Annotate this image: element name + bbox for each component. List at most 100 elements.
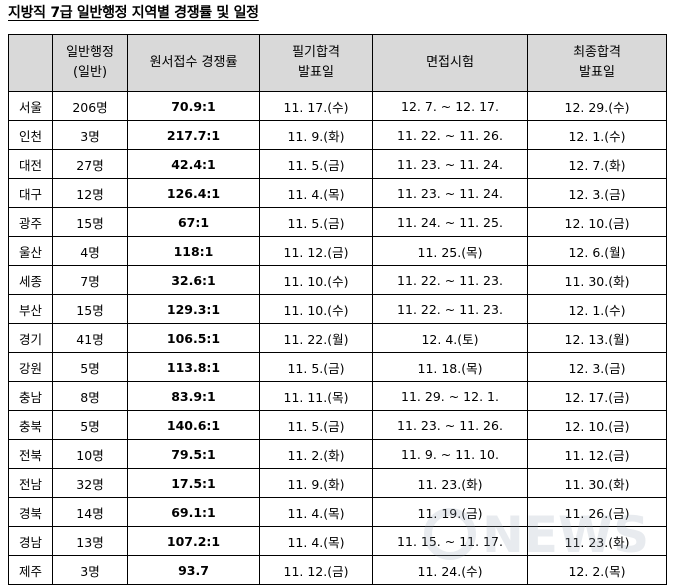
cell-count: 14명 xyxy=(52,497,128,527)
cell-interview-date: 11. 29. ~ 12. 1. xyxy=(372,381,528,411)
cell-rate: 79.5:1 xyxy=(127,439,260,469)
cell-interview-date: 11. 22. ~ 11. 26. xyxy=(372,120,528,150)
cell-rate: 17.5:1 xyxy=(127,468,260,498)
cell-count: 4명 xyxy=(52,236,128,266)
cell-count: 12명 xyxy=(52,178,128,208)
cell-rate: 129.3:1 xyxy=(127,294,260,324)
cell-rate: 32.6:1 xyxy=(127,265,260,295)
cell-interview-date: 12. 7. ~ 12. 17. xyxy=(372,91,528,121)
header-count-line1: 일반행정 xyxy=(66,45,114,60)
table-row: 전북 10명 79.5:1 11. 2.(화) 11. 9. ~ 11. 10. 11. … xyxy=(8,439,667,469)
header-interview: 면접시험 xyxy=(372,34,528,92)
cell-interview-date: 11. 25.(목) xyxy=(372,236,528,266)
cell-final-date: 12. 3.(금) xyxy=(527,178,667,208)
table-body: 서울 206명 70.9:1 11. 17.(수) 12. 7. ~ 12. 17. 12… xyxy=(8,91,667,585)
cell-region: 강원 xyxy=(8,352,53,382)
cell-final-date: 11. 23.(화) xyxy=(527,526,667,556)
cell-region: 경기 xyxy=(8,323,53,353)
cell-count: 32명 xyxy=(52,468,128,498)
cell-final-date: 12. 6.(월) xyxy=(527,236,667,266)
cell-written-date: 11. 9.(화) xyxy=(259,120,373,150)
header-written-line2: 발표일 xyxy=(298,65,334,80)
table-row: 부산 15명 129.3:1 11. 10.(수) 11. 22. ~ 11. 23. 1… xyxy=(8,294,667,324)
cell-rate: 83.9:1 xyxy=(127,381,260,411)
cell-region: 충북 xyxy=(8,410,53,440)
table-row: 충남 8명 83.9:1 11. 11.(목) 11. 29. ~ 12. 1. 12. … xyxy=(8,381,667,411)
cell-region: 전북 xyxy=(8,439,53,469)
cell-interview-date: 11. 9. ~ 11. 10. xyxy=(372,439,528,469)
cell-count: 10명 xyxy=(52,439,128,469)
cell-region: 세종 xyxy=(8,265,53,295)
cell-interview-date: 11. 18.(목) xyxy=(372,352,528,382)
cell-rate: 217.7:1 xyxy=(127,120,260,150)
header-rate: 원서접수 경쟁률 xyxy=(127,34,260,92)
cell-region: 부산 xyxy=(8,294,53,324)
cell-rate: 69.1:1 xyxy=(127,497,260,527)
cell-written-date: 11. 9.(화) xyxy=(259,468,373,498)
header-final-line1: 최종합격 xyxy=(573,45,621,60)
cell-final-date: 12. 2.(목) xyxy=(527,555,667,585)
cell-written-date: 11. 5.(금) xyxy=(259,149,373,179)
cell-rate: 93.7 xyxy=(127,555,260,585)
header-final: 최종합격 발표일 xyxy=(527,34,667,92)
cell-written-date: 11. 10.(수) xyxy=(259,265,373,295)
cell-count: 5명 xyxy=(52,410,128,440)
cell-interview-date: 11. 23. ~ 11. 26. xyxy=(372,410,528,440)
cell-region: 인천 xyxy=(8,120,53,150)
cell-rate: 70.9:1 xyxy=(127,91,260,121)
cell-written-date: 11. 5.(금) xyxy=(259,410,373,440)
cell-rate: 67:1 xyxy=(127,207,260,237)
schedule-table: 일반행정 (일반) 원서접수 경쟁률 필기합격 발표일 면접시험 최종합격 발표… xyxy=(8,34,667,585)
table-header-row: 일반행정 (일반) 원서접수 경쟁률 필기합격 발표일 면접시험 최종합격 발표… xyxy=(8,34,667,92)
cell-region: 경남 xyxy=(8,526,53,556)
table-row: 경북 14명 69.1:1 11. 4.(목) 11. 19.(금) 11. 26.(금) xyxy=(8,497,667,527)
table-row: 경기 41명 106.5:1 11. 22.(월) 12. 4.(토) 12. 13.(월… xyxy=(8,323,667,353)
table-row: 세종 7명 32.6:1 11. 10.(수) 11. 22. ~ 11. 23. 11.… xyxy=(8,265,667,295)
cell-region: 대전 xyxy=(8,149,53,179)
cell-count: 15명 xyxy=(52,207,128,237)
table-row: 서울 206명 70.9:1 11. 17.(수) 12. 7. ~ 12. 17. 12… xyxy=(8,91,667,121)
cell-final-date: 12. 10.(금) xyxy=(527,207,667,237)
cell-region: 울산 xyxy=(8,236,53,266)
cell-written-date: 11. 10.(수) xyxy=(259,294,373,324)
cell-rate: 113.8:1 xyxy=(127,352,260,382)
cell-count: 27명 xyxy=(52,149,128,179)
cell-region: 전남 xyxy=(8,468,53,498)
cell-final-date: 12. 17.(금) xyxy=(527,381,667,411)
cell-count: 41명 xyxy=(52,323,128,353)
cell-interview-date: 11. 22. ~ 11. 23. xyxy=(372,294,528,324)
cell-interview-date: 11. 23. ~ 11. 24. xyxy=(372,178,528,208)
cell-final-date: 12. 10.(금) xyxy=(527,410,667,440)
cell-written-date: 11. 17.(수) xyxy=(259,91,373,121)
table-row: 대구 12명 126.4:1 11. 4.(목) 11. 23. ~ 11. 24. 12… xyxy=(8,178,667,208)
table-row: 경남 13명 107.2:1 11. 4.(목) 11. 15. ~ 11. 17. 11… xyxy=(8,526,667,556)
cell-interview-date: 11. 24.(수) xyxy=(372,555,528,585)
cell-rate: 42.4:1 xyxy=(127,149,260,179)
cell-final-date: 12. 3.(금) xyxy=(527,352,667,382)
table-row: 광주 15명 67:1 11. 5.(금) 11. 24. ~ 11. 25. 12. 1… xyxy=(8,207,667,237)
header-written: 필기합격 발표일 xyxy=(259,34,373,92)
cell-written-date: 11. 12.(금) xyxy=(259,555,373,585)
cell-interview-date: 11. 23. ~ 11. 24. xyxy=(372,149,528,179)
cell-written-date: 11. 5.(금) xyxy=(259,207,373,237)
cell-rate: 126.4:1 xyxy=(127,178,260,208)
cell-written-date: 11. 4.(목) xyxy=(259,497,373,527)
cell-count: 8명 xyxy=(52,381,128,411)
cell-count: 3명 xyxy=(52,120,128,150)
cell-final-date: 12. 7.(화) xyxy=(527,149,667,179)
cell-interview-date: 11. 19.(금) xyxy=(372,497,528,527)
cell-rate: 118:1 xyxy=(127,236,260,266)
cell-count: 3명 xyxy=(52,555,128,585)
cell-region: 제주 xyxy=(8,555,53,585)
header-written-line1: 필기합격 xyxy=(292,45,340,60)
table-row: 인천 3명 217.7:1 11. 9.(화) 11. 22. ~ 11. 26. 12.… xyxy=(8,120,667,150)
cell-region: 광주 xyxy=(8,207,53,237)
page-title: 지방직 7급 일반행정 지역별 경쟁률 및 일정 xyxy=(8,5,259,21)
table-row: 전남 32명 17.5:1 11. 9.(화) 11. 23.(화) 11. 30.(화) xyxy=(8,468,667,498)
cell-region: 서울 xyxy=(8,91,53,121)
cell-count: 13명 xyxy=(52,526,128,556)
cell-interview-date: 11. 23.(화) xyxy=(372,468,528,498)
cell-final-date: 11. 26.(금) xyxy=(527,497,667,527)
header-final-line2: 발표일 xyxy=(579,65,615,80)
cell-count: 7명 xyxy=(52,265,128,295)
